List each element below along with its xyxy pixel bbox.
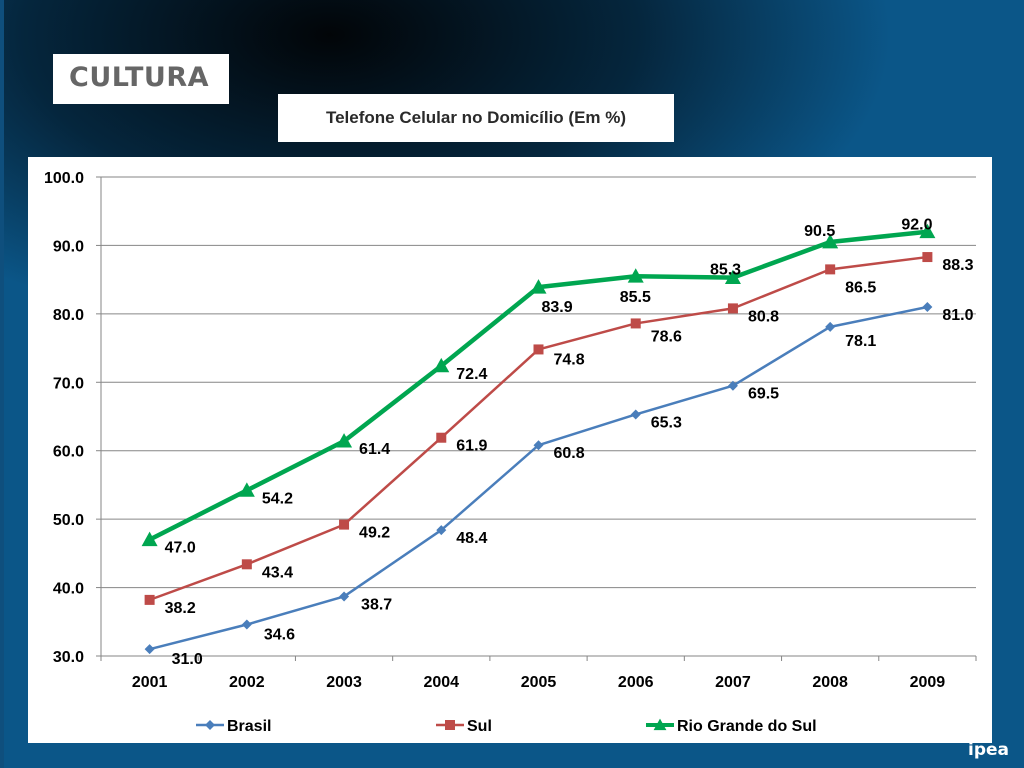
legend-item-sul: Sul (436, 718, 492, 735)
x-tick-label: 2009 (910, 674, 946, 691)
legend-swatch-marker (445, 720, 455, 730)
x-tick-label: 2008 (812, 674, 848, 691)
chart-panel: 100.0 90.0 80.0 70.0 60.0 50.0 40.0 30.0 2001 200… (28, 157, 992, 743)
data-label-rio-grande-do-sul: 85.5 (620, 289, 651, 306)
section-label-box: CULTURA (53, 54, 229, 104)
y-tick-label: 70.0 (53, 375, 84, 392)
data-point-sul (533, 344, 544, 355)
legend-label: Sul (467, 718, 492, 735)
data-point-brasil (727, 380, 738, 391)
legend-label: Rio Grande do Sul (677, 718, 817, 735)
grid-layer (101, 176, 976, 657)
data-label-rio-grande-do-sul: 61.4 (359, 441, 390, 458)
data-label-sul: 80.8 (748, 308, 779, 325)
section-label: CULTURA (69, 62, 210, 93)
data-point-brasil (630, 409, 641, 420)
data-point-brasil (144, 644, 155, 655)
x-tick-label: 2006 (618, 674, 654, 691)
x-tick-label: 2003 (326, 674, 362, 691)
y-tick-label: 100.0 (44, 170, 84, 187)
data-label-brasil: 65.3 (651, 414, 682, 431)
data-label-brasil: 34.6 (264, 627, 295, 644)
data-label-rio-grande-do-sul: 85.3 (710, 262, 741, 279)
data-label-sul: 78.6 (651, 328, 682, 345)
slide-edge (0, 0, 4, 768)
axis-layer: 100.0 90.0 80.0 70.0 60.0 50.0 40.0 30.0 2001 200… (44, 170, 977, 691)
data-point-rio-grande-do-sul (822, 234, 839, 249)
data-point-brasil (825, 321, 836, 332)
data-point-brasil (339, 591, 350, 602)
data-point-sul (436, 432, 447, 443)
data-point-brasil (241, 619, 252, 630)
data-point-rio-grande-do-sul (919, 223, 936, 239)
x-tick-label: 2005 (521, 674, 557, 691)
data-label-rio-grande-do-sul: 90.5 (804, 223, 835, 240)
ipea-logo: ipea (968, 740, 1009, 760)
data-label-rio-grande-do-sul: 72.4 (456, 366, 487, 383)
data-point-sul (144, 594, 155, 605)
data-point-rio-grande-do-sul (336, 433, 353, 448)
data-point-rio-grande-do-sul (433, 357, 450, 373)
data-label-brasil: 69.5 (748, 386, 779, 403)
data-label-sul: 38.2 (165, 600, 196, 617)
data-point-rio-grande-do-sul (530, 279, 547, 294)
data-point-brasil (922, 302, 933, 313)
y-tick-label: 80.0 (53, 307, 84, 324)
series-line-sul (149, 255, 928, 602)
data-label-brasil: 31.0 (172, 651, 203, 668)
data-point-rio-grande-do-sul (627, 268, 644, 283)
data-label-sul: 86.5 (845, 279, 876, 296)
x-tick-label: 2002 (229, 674, 265, 691)
data-label-brasil: 38.7 (361, 596, 392, 613)
data-point-sul (241, 559, 252, 570)
legend-swatch-marker (205, 720, 215, 730)
data-label-brasil: 60.8 (554, 445, 585, 462)
data-point-sul (825, 264, 836, 275)
x-tick-label: 2001 (132, 674, 168, 691)
legend: Brasil Sul Rio Grande do Sul (196, 718, 817, 735)
legend-item-rio-grande-do-sul: Rio Grande do Sul (646, 718, 817, 735)
data-label-rio-grande-do-sul: 92.0 (901, 217, 932, 234)
data-label-rio-grande-do-sul: 47.0 (165, 540, 196, 557)
data-label-brasil: 78.1 (845, 333, 876, 350)
y-tick-label: 90.0 (53, 238, 84, 255)
legend-item-brasil: Brasil (196, 718, 271, 735)
data-point-rio-grande-do-sul (724, 269, 741, 284)
data-label-sul: 74.8 (554, 351, 585, 368)
data-point-brasil (436, 525, 447, 536)
data-label-rio-grande-do-sul: 54.2 (262, 490, 293, 507)
y-tick-label: 40.0 (53, 581, 84, 598)
y-tick-label: 50.0 (53, 512, 84, 529)
chart-title: Telefone Celular no Domicílio (Em %) (325, 108, 627, 127)
legend-swatch-marker (653, 718, 667, 731)
data-label-sul: 88.3 (942, 257, 973, 274)
series-layer (141, 223, 936, 655)
data-point-sul (339, 519, 350, 530)
data-point-brasil (533, 440, 544, 451)
data-label-sul: 49.2 (359, 525, 390, 542)
data-point-sul (727, 303, 738, 314)
y-tick-label: 60.0 (53, 444, 84, 461)
data-point-sul (922, 252, 933, 263)
chart-title-box: Telefone Celular no Domicílio (Em %) (278, 94, 674, 142)
data-point-rio-grande-do-sul (141, 531, 158, 547)
x-tick-label: 2007 (715, 674, 751, 691)
x-tick-label: 2004 (423, 674, 459, 691)
data-label-brasil: 81.0 (942, 307, 973, 324)
data-point-rio-grande-do-sul (238, 482, 255, 497)
legend-label: Brasil (227, 718, 271, 735)
data-label-sul: 43.4 (262, 564, 293, 581)
y-tick-label: 30.0 (53, 649, 84, 666)
data-label-sul: 61.9 (456, 438, 487, 455)
data-label-layer: 31.0 34.6 38.7 48.4 60.8 65.3 69.5 78.1 81.0 38.2… (165, 217, 974, 668)
data-label-rio-grande-do-sul: 83.9 (542, 299, 573, 316)
data-point-sul (630, 318, 641, 329)
line-chart: 100.0 90.0 80.0 70.0 60.0 50.0 40.0 30.0 2001 200… (44, 170, 977, 735)
data-label-brasil: 48.4 (456, 530, 487, 547)
